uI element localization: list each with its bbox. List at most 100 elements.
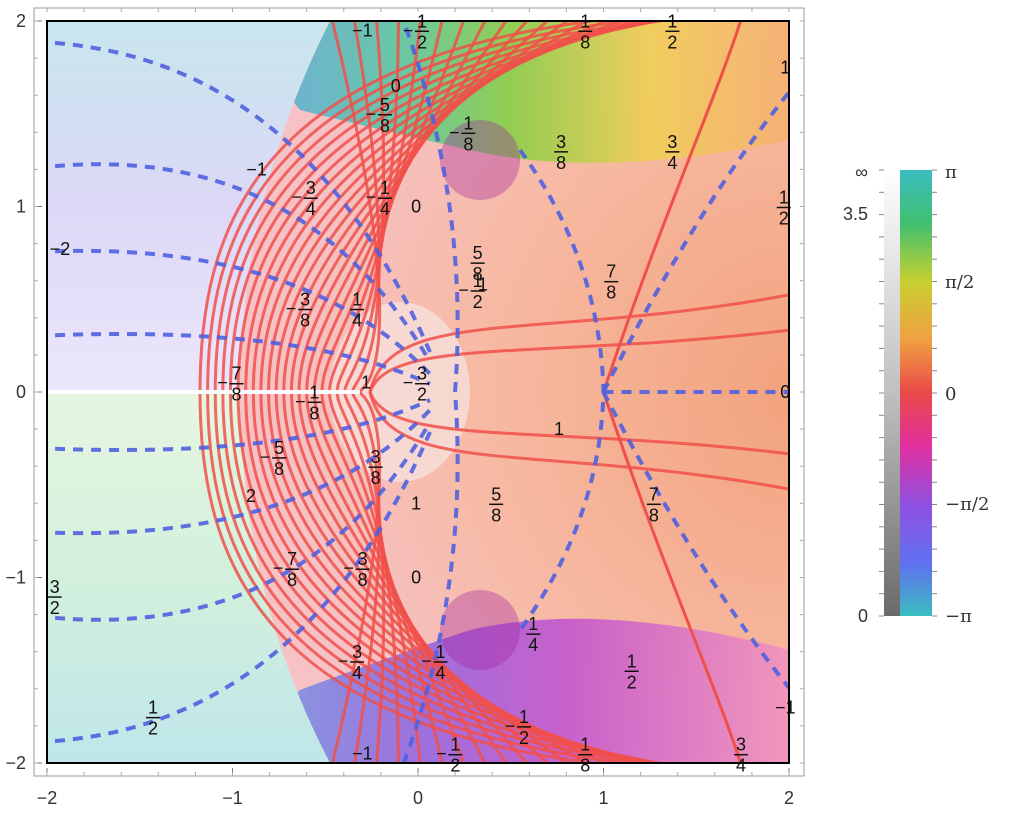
contour-label-numerator: 5 <box>473 243 483 263</box>
contour-label-denominator: 8 <box>649 505 659 525</box>
contour-label-denominator: 8 <box>606 283 616 303</box>
x-tick-label: −2 <box>37 788 58 808</box>
phase-label-zero: 0 <box>945 384 956 405</box>
contour-label-value: 2 <box>246 486 256 506</box>
contour-label-numerator: 7 <box>606 262 616 282</box>
contour-label: −12 <box>505 707 532 748</box>
contour-label: 14 <box>350 290 365 331</box>
contour-label-numerator: 1 <box>463 113 473 133</box>
contour-label-numerator: 5 <box>380 95 390 115</box>
contour-label-denominator: 2 <box>667 32 677 52</box>
contour-label-numerator: 3 <box>358 549 368 569</box>
contour-label: −1 <box>775 697 796 717</box>
contour-label: 34 <box>734 735 749 776</box>
solid-contour-line <box>368 293 789 393</box>
contour-label: −12 <box>458 271 485 312</box>
dashed-contour-line <box>47 162 432 364</box>
contour-label-denominator: 4 <box>352 311 362 331</box>
contour-label-sign: − <box>403 20 414 40</box>
contour-label: 0 <box>391 76 401 96</box>
contour-label-numerator: 1 <box>528 614 538 634</box>
contour-label: 1 <box>780 57 790 77</box>
contour-label: 12 <box>665 11 680 52</box>
contour-label: −58 <box>260 438 287 479</box>
contour-label-denominator: 8 <box>380 116 390 136</box>
contour-label: 0 <box>411 197 421 217</box>
contour-label-denominator: 2 <box>417 32 427 52</box>
contour-label-value: −1 <box>246 159 267 179</box>
contour-label: 1 <box>554 419 564 439</box>
contour-label-sign: − <box>458 280 469 300</box>
contour-label-sign: − <box>403 373 414 393</box>
phase-label-neg-pi-half: −π/2 <box>945 494 989 515</box>
solid-contour-line <box>368 328 789 393</box>
contour-label-numerator: 1 <box>352 290 362 310</box>
contour-label-value: 1 <box>478 274 488 294</box>
phase-label-neg-pi: −π <box>945 606 972 627</box>
solid-contour-line <box>602 21 743 393</box>
contour-label: −78 <box>217 364 244 405</box>
y-tick-label: 0 <box>16 382 26 402</box>
contour-label-denominator: 4 <box>306 199 316 219</box>
contour-label-numerator: 1 <box>473 271 483 291</box>
contour-label-denominator: 2 <box>417 385 427 405</box>
contour-label: 18 <box>578 735 593 776</box>
contour-label-sign: − <box>366 104 377 124</box>
contour-label-value: 1 <box>411 493 421 513</box>
legend-ticks <box>879 169 937 617</box>
dashed-contour-line <box>401 21 460 763</box>
contour-label-denominator: 2 <box>148 719 158 739</box>
contour-label-sign: − <box>449 122 460 142</box>
contour-label: 58 <box>470 243 485 284</box>
plot-frame <box>46 20 790 764</box>
contour-label-value: 0 <box>780 382 790 402</box>
contour-label-sign: − <box>217 373 228 393</box>
contour-label-numerator: 3 <box>352 642 362 662</box>
contour-label-numerator: 5 <box>274 438 284 458</box>
contour-label-numerator: 1 <box>779 188 789 208</box>
contour-label-numerator: 3 <box>306 178 316 198</box>
solid-contour-line <box>368 391 789 491</box>
contour-label-denominator: 2 <box>450 756 460 776</box>
contour-label: −2 <box>50 239 71 259</box>
contour-label-value: 1 <box>361 373 371 393</box>
contour-label-numerator: 1 <box>580 735 590 755</box>
contour-label-value: 0 <box>391 76 401 96</box>
contour-label: −32 <box>403 364 429 405</box>
contour-label: 12 <box>624 651 639 692</box>
dashed-contour-lines <box>47 21 789 763</box>
contour-label-numerator: 7 <box>649 484 659 504</box>
contour-label: 1 <box>411 493 421 513</box>
contour-label: 12 <box>146 698 161 739</box>
contour-label-denominator: 4 <box>436 663 446 683</box>
contour-label: −1 <box>246 159 267 179</box>
contour-label: 58 <box>489 484 504 525</box>
contour-label-numerator: 3 <box>667 132 677 152</box>
contour-label-denominator: 2 <box>519 728 529 748</box>
x-tick-label: 2 <box>784 788 794 808</box>
modulus-bottom-label: 0 <box>858 606 868 626</box>
modulus-mid-label: 3.5 <box>843 204 868 224</box>
dashed-contour-line <box>601 89 789 393</box>
contour-label-denominator: 4 <box>380 199 390 219</box>
dashed-contour-line <box>47 420 432 622</box>
contour-label: 18 <box>578 11 593 52</box>
phase-label-pi-half: π/2 <box>945 272 974 293</box>
contour-label-denominator: 8 <box>491 505 501 525</box>
phase-label-pi: π <box>945 162 957 183</box>
contour-label: −38 <box>286 290 313 331</box>
contour-label-numerator: 1 <box>450 735 460 755</box>
contour-label-value: −1 <box>352 744 373 764</box>
contour-label-denominator: 8 <box>300 311 310 331</box>
contour-label-numerator: 5 <box>491 484 501 504</box>
contour-label-sign: − <box>286 299 297 319</box>
y-tick-label: 2 <box>16 11 26 31</box>
contour-label: 78 <box>604 262 619 303</box>
contour-label-denominator: 4 <box>352 663 362 683</box>
contour-label-sign: − <box>295 391 306 411</box>
y-tick-label: 1 <box>16 197 26 217</box>
solid-contour-line <box>602 391 743 763</box>
contour-label: −14 <box>421 642 448 683</box>
contour-label: −34 <box>291 178 318 219</box>
